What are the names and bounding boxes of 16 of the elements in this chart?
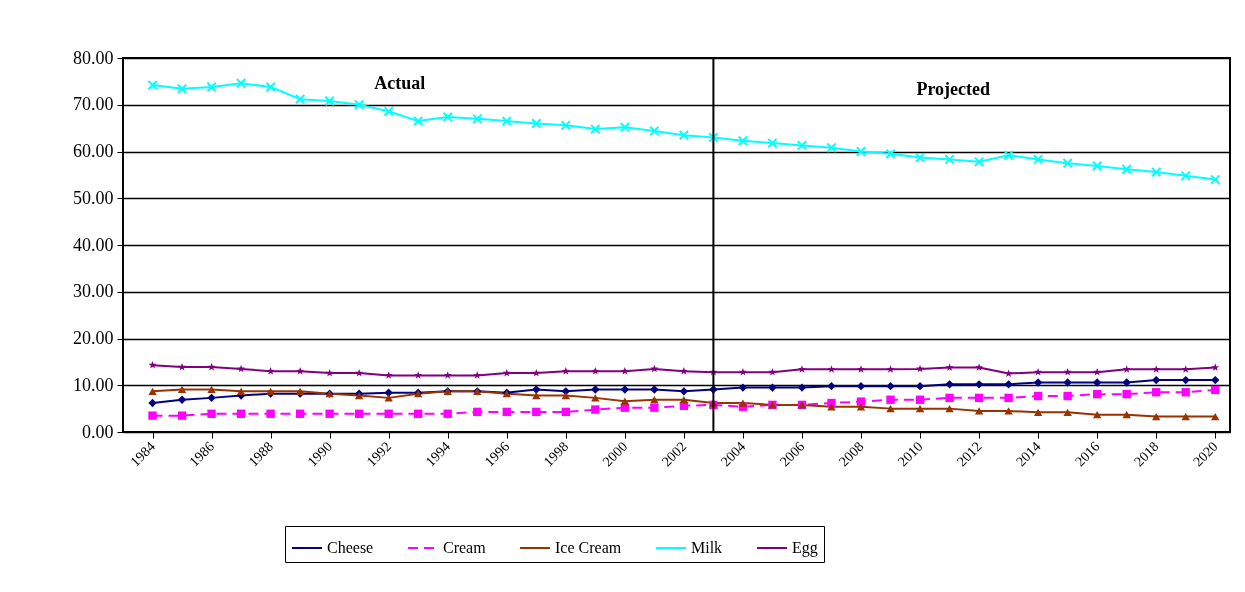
legend-label: Cream [443, 539, 487, 556]
y-tick-label: 50.00 [73, 187, 114, 208]
y-tick-label: 70.00 [73, 94, 114, 115]
y-tick-label: 10.00 [73, 374, 114, 395]
legend-label: Ice Cream [555, 539, 622, 556]
y-tick-label: 0.00 [82, 421, 114, 442]
legend-label: Egg [792, 539, 818, 557]
legend-label: Cheese [327, 539, 374, 556]
legend-label: Milk [691, 539, 723, 556]
y-tick-label: 40.00 [73, 234, 114, 255]
y-tick-label: 20.00 [73, 328, 114, 348]
annotation: Actual [374, 73, 426, 93]
y-tick-label: 60.00 [73, 141, 114, 161]
annotation: Projected [916, 79, 991, 99]
y-tick-label: 80.00 [73, 47, 114, 68]
y-tick-label: 30.00 [73, 281, 114, 302]
